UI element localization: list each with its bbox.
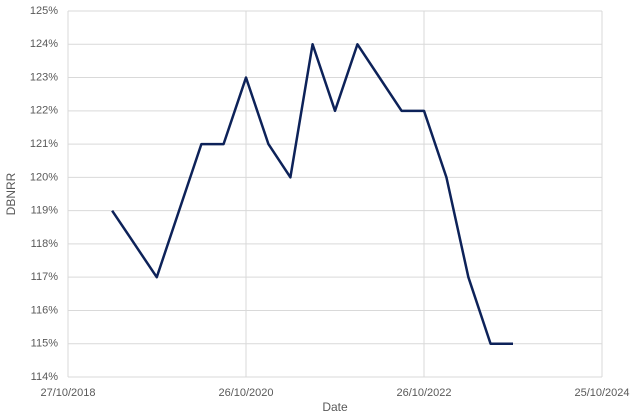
x-tick-label: 27/10/2018 (40, 387, 95, 399)
data-line (111, 43, 513, 345)
y-tick-label: 125% (30, 5, 58, 17)
y-tick-label: 114% (31, 371, 59, 383)
y-tick-label: 124% (30, 38, 58, 50)
y-tick-label: 119% (31, 205, 59, 217)
y-axis-title: DBNRR (4, 172, 18, 215)
y-tick-label: 120% (30, 171, 58, 183)
x-axis-title: Date (322, 400, 348, 414)
x-tick-label: 26/10/2020 (218, 387, 273, 399)
y-tick-label: 118% (31, 238, 59, 250)
x-tick-label: 26/10/2022 (396, 387, 451, 399)
x-tick-label: 25/10/2024 (574, 387, 629, 399)
y-tick-label: 122% (30, 105, 58, 117)
y-tick-label: 123% (30, 71, 58, 83)
y-tick-label: 116% (31, 304, 59, 316)
y-tick-label: 121% (30, 138, 58, 150)
y-tick-label: 117% (31, 271, 59, 283)
y-tick-label: 115% (31, 338, 59, 350)
